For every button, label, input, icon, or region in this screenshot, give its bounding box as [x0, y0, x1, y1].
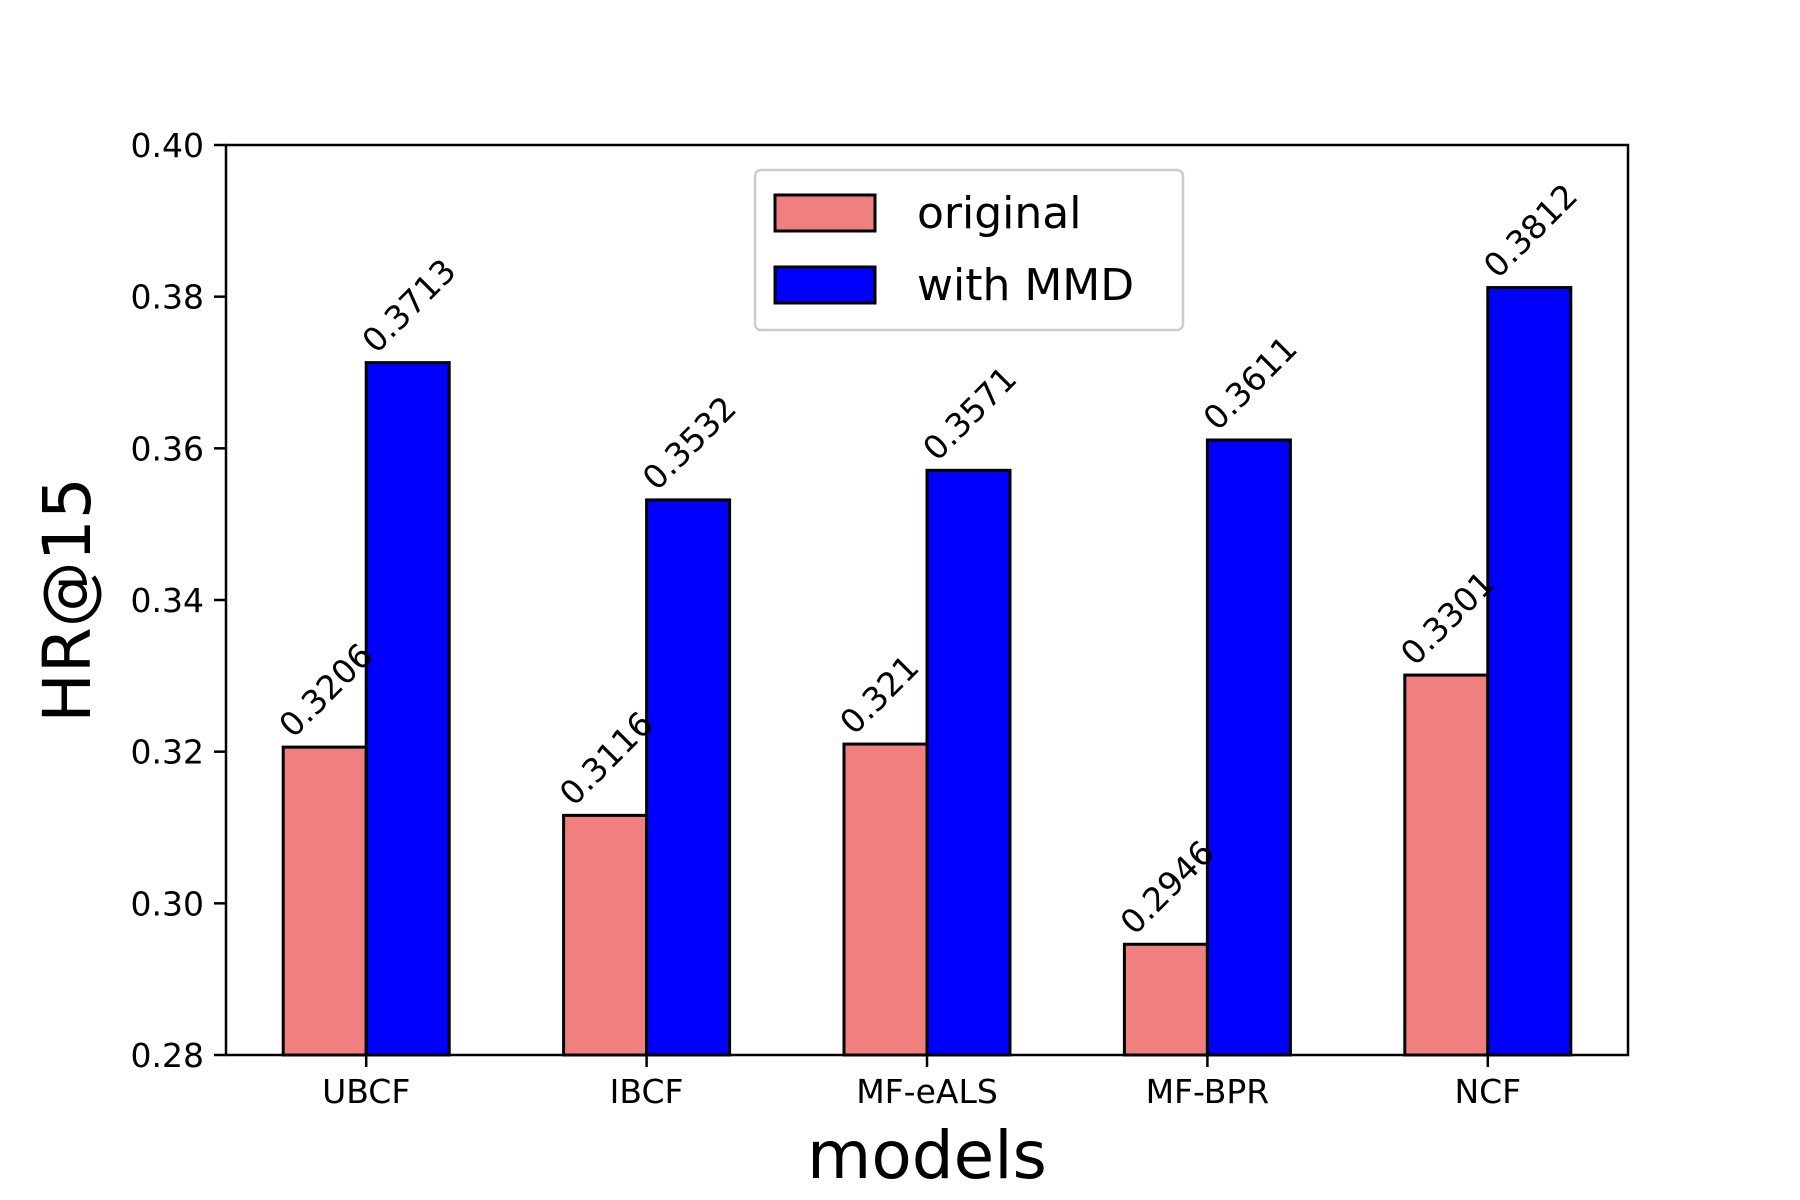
bar-with-mmd: [645, 498, 732, 1057]
x-tick-label: MF-BPR: [1146, 1072, 1270, 1111]
y-tick-label: 0.28: [131, 1036, 204, 1075]
legend-swatch-original: [773, 193, 877, 233]
bar-value-label: 0.3571: [915, 359, 1024, 468]
y-tick-label: 0.32: [131, 733, 204, 772]
bar-original: [1403, 673, 1490, 1057]
y-tick-label: 0.40: [131, 126, 204, 165]
bar-original: [281, 745, 368, 1057]
legend-label-with-mmd: with MMD: [917, 260, 1134, 311]
bar-with-mmd: [364, 361, 451, 1057]
y-tick-label: 0.38: [131, 278, 204, 317]
legend-label-original: original: [917, 188, 1081, 239]
bar-original: [842, 742, 929, 1057]
bar-original: [562, 813, 649, 1057]
legend-swatch-with-mmd: [773, 265, 877, 305]
bars-layer: [281, 286, 1573, 1057]
x-tick-label: UBCF: [322, 1072, 410, 1111]
bar-value-label: 0.3532: [635, 388, 744, 497]
y-tick-label: 0.34: [131, 581, 204, 620]
x-tick-label: IBCF: [610, 1072, 684, 1111]
x-axis-title: models: [807, 1117, 1047, 1194]
bar-value-label: 0.2946: [1112, 833, 1221, 942]
bar-value-label: 0.3713: [354, 251, 463, 360]
bar-value-label: 0.3206: [271, 636, 380, 745]
bar-value-label: 0.3812: [1476, 176, 1585, 285]
x-tick-label: MF-eALS: [856, 1072, 998, 1111]
bar-value-label: 0.3116: [552, 704, 661, 813]
legend: original with MMD: [753, 168, 1185, 332]
bar-value-label: 0.3611: [1195, 328, 1304, 437]
bar-with-mmd: [925, 468, 1012, 1057]
y-tick-label: 0.30: [131, 884, 204, 923]
x-tick-label: NCF: [1454, 1072, 1521, 1111]
bar-original: [1122, 942, 1209, 1057]
y-axis: 0.28 0.30 0.32 0.34 0.36 0.38 0.40: [131, 126, 226, 1075]
y-axis-title: HR@15: [29, 477, 106, 722]
bar-with-mmd: [1486, 286, 1573, 1057]
x-axis: UBCF IBCF MF-eALS MF-BPR NCF: [322, 1055, 1521, 1111]
bar-value-label: 0.3301: [1393, 564, 1502, 673]
bar-value-label: 0.321: [832, 647, 926, 741]
y-tick-label: 0.36: [131, 429, 204, 468]
bar-with-mmd: [1205, 438, 1292, 1057]
